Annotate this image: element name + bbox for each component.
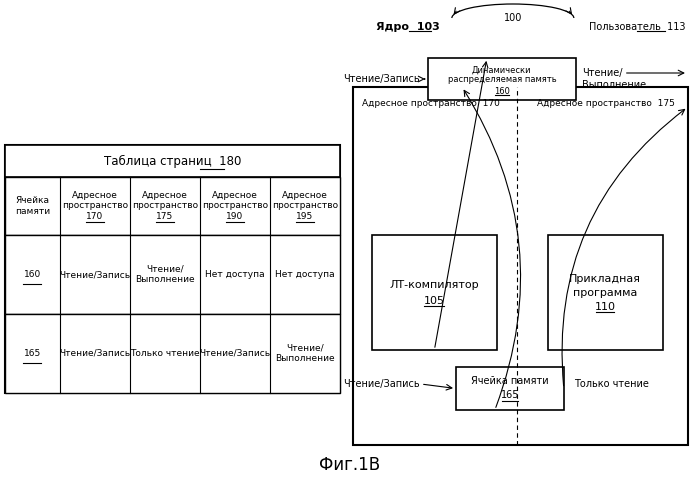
FancyBboxPatch shape <box>548 235 663 350</box>
Text: 160: 160 <box>494 86 510 96</box>
Text: Ядро  103: Ядро 103 <box>376 22 440 32</box>
Text: Динамически: Динамически <box>472 66 532 74</box>
Text: 105: 105 <box>424 295 445 306</box>
Text: 160: 160 <box>24 270 41 279</box>
Text: Только чтение: Только чтение <box>574 379 649 389</box>
Text: 165: 165 <box>24 349 41 358</box>
Text: Прикладная: Прикладная <box>569 274 641 283</box>
Text: Чтение/Запись: Чтение/Запись <box>59 349 131 358</box>
Text: Адресное пространство  175: Адресное пространство 175 <box>537 100 675 108</box>
Text: 165: 165 <box>500 390 519 400</box>
Text: Фиг.1В: Фиг.1В <box>319 456 380 474</box>
Text: ЛТ-компилятор: ЛТ-компилятор <box>389 280 480 289</box>
Text: Чтение/
Выполнение: Чтение/ Выполнение <box>275 344 335 363</box>
Text: Чтение/Запись: Чтение/Запись <box>343 379 420 389</box>
Text: Чтение/
Выполнение: Чтение/ Выполнение <box>135 265 195 284</box>
FancyBboxPatch shape <box>5 145 340 393</box>
Text: 100: 100 <box>504 13 522 23</box>
Text: Нет доступа: Нет доступа <box>205 270 265 279</box>
Text: распределяемая память: распределяемая память <box>447 75 556 84</box>
Text: Чтение/Запись: Чтение/Запись <box>199 349 271 358</box>
FancyBboxPatch shape <box>353 87 688 445</box>
Text: Чтение/Запись: Чтение/Запись <box>59 270 131 279</box>
Text: Чтение/Запись: Чтение/Запись <box>343 74 420 84</box>
Text: Пользователь  113: Пользователь 113 <box>589 22 685 32</box>
Text: Адресное
пространство
190: Адресное пространство 190 <box>202 191 268 221</box>
Text: Адресное
пространство
195: Адресное пространство 195 <box>272 191 338 221</box>
Text: Ячейка
памяти: Ячейка памяти <box>15 196 50 216</box>
Text: программа: программа <box>573 287 637 297</box>
Text: Ячейка памяти: Ячейка памяти <box>471 377 549 387</box>
FancyBboxPatch shape <box>5 145 340 177</box>
Text: 110: 110 <box>595 302 616 312</box>
Text: Адресное
пространство
170: Адресное пространство 170 <box>62 191 128 221</box>
Text: Только чтение: Только чтение <box>130 349 200 358</box>
FancyBboxPatch shape <box>428 58 576 100</box>
FancyBboxPatch shape <box>5 314 340 393</box>
Text: Чтение/
Выполнение: Чтение/ Выполнение <box>582 68 646 90</box>
Text: Адресное пространство  170: Адресное пространство 170 <box>362 100 500 108</box>
Text: Адресное
пространство
175: Адресное пространство 175 <box>132 191 198 221</box>
FancyBboxPatch shape <box>5 235 340 314</box>
Text: Нет доступа: Нет доступа <box>275 270 335 279</box>
FancyBboxPatch shape <box>456 367 564 410</box>
FancyBboxPatch shape <box>372 235 497 350</box>
FancyBboxPatch shape <box>5 177 340 235</box>
Text: Таблица страниц  180: Таблица страниц 180 <box>103 154 241 168</box>
